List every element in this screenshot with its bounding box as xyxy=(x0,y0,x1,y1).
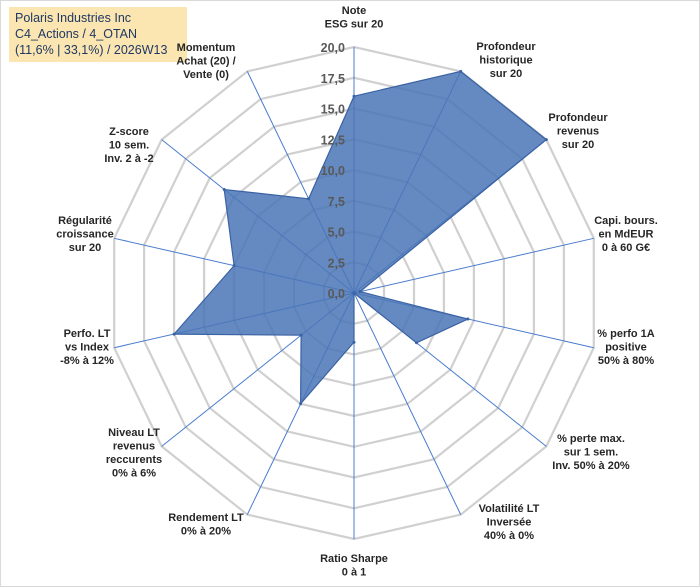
axis-label-line: reccurents xyxy=(106,454,162,466)
chart-title: Polaris Industries Inc xyxy=(15,11,132,25)
axis-label-line: Capi. bours. xyxy=(594,215,658,227)
axis-label-9: Niveau LT revenus reccurents 0% à 6% xyxy=(106,427,162,480)
axis-spoke-3 xyxy=(353,237,594,294)
axis-label-13: Momentum Achat (20) / Vente (0) xyxy=(176,42,235,81)
data-point-4 xyxy=(466,317,470,321)
axis-label-line: Profondeur xyxy=(476,41,536,53)
data-point-1 xyxy=(459,69,463,73)
axis-label-line: Z-score xyxy=(109,126,149,138)
axis-label-line: 40% à 0% xyxy=(484,530,534,542)
data-point-2 xyxy=(544,138,548,142)
axis-label-line: Rendement LT xyxy=(168,512,244,524)
axis-label-line: 0 à 60 G€ xyxy=(602,242,650,254)
axis-label-1: Profondeur historique sur 20 xyxy=(476,41,536,80)
axis-label-line: 0 à 1 xyxy=(342,567,366,579)
chart-category: C4_Actions / 4_OTAN xyxy=(15,27,138,41)
axis-label-6: Volatilité LT Inversée 40% à 0% xyxy=(479,503,540,542)
data-point-11 xyxy=(232,264,236,268)
axis-label-line: sur 20 xyxy=(490,68,522,80)
data-point-6 xyxy=(352,291,356,295)
data-point-10 xyxy=(172,332,176,336)
axis-label-line: sur 20 xyxy=(69,242,101,254)
axis-label-11: Régularité croissance sur 20 xyxy=(56,215,113,254)
data-point-7 xyxy=(352,340,356,344)
axis-spoke-6 xyxy=(353,292,462,515)
axis-label-line: Ratio Sharpe xyxy=(320,553,388,565)
axis-label-line: % perte max. xyxy=(557,433,625,445)
axis-label-line: sur 1 sem. xyxy=(564,447,618,459)
axis-label-line: Vente (0) xyxy=(183,69,229,81)
axis-label-line: Inv. 2 à -2 xyxy=(104,153,153,165)
data-point-8 xyxy=(299,402,303,406)
axis-label-line: Régularité xyxy=(58,215,112,227)
axis-label-line: Achat (20) / xyxy=(176,56,235,68)
axis-label-0: Note ESG sur 20 xyxy=(325,5,384,31)
axis-label-line: Perfo. LT xyxy=(64,328,111,340)
data-point-13 xyxy=(307,197,311,201)
chart-subtitle: (11,6% | 33,1%) / 2026W13 xyxy=(15,43,168,57)
radar-tick-labels: 0,0 2,5 5,0 7,5 10,0 12,5 15,0 17,5 20,0 xyxy=(321,41,345,301)
axis-label-line: Volatilité LT xyxy=(479,503,540,515)
axis-label-line: historique xyxy=(479,55,532,67)
axis-label-2: Profondeur revenus sur 20 xyxy=(548,112,608,151)
data-point-12 xyxy=(222,188,226,191)
axis-label-line: croissance xyxy=(56,229,113,241)
tick-label: 12,5 xyxy=(321,133,345,147)
axis-label-line: 0% à 20% xyxy=(181,526,231,538)
axis-label-line: positive xyxy=(605,342,647,354)
tick-label: 10,0 xyxy=(321,164,345,178)
tick-label: 17,5 xyxy=(321,72,345,86)
axis-label-line: vs Index xyxy=(65,342,110,354)
radar-series xyxy=(172,69,548,406)
axis-label-line: -8% à 12% xyxy=(60,355,114,367)
tick-label: 15,0 xyxy=(321,103,345,117)
axis-label-line: Note xyxy=(342,5,366,17)
chart-title-box: Polaris Industries Inc C4_Actions / 4_OT… xyxy=(9,7,187,62)
axis-label-8: Rendement LT 0% à 20% xyxy=(168,512,244,538)
axis-label-line: 50% à 80% xyxy=(598,355,654,367)
data-point-3 xyxy=(358,290,362,294)
data-point-9 xyxy=(299,333,303,337)
axis-label-line: 0% à 6% xyxy=(112,468,156,480)
tick-label: 5,0 xyxy=(328,226,345,240)
axis-label-line: 10 sem. xyxy=(109,140,149,152)
axis-label-7: Ratio Sharpe 0 à 1 xyxy=(320,553,388,579)
tick-label: 7,5 xyxy=(328,195,345,209)
axis-label-line: Momentum xyxy=(177,42,236,54)
axis-label-10: Perfo. LT vs Index -8% à 12% xyxy=(60,328,114,367)
axis-label-line: Profondeur xyxy=(548,112,608,124)
tick-label: 2,5 xyxy=(328,256,345,270)
axis-label-12: Z-score 10 sem. Inv. 2 à -2 xyxy=(104,126,153,165)
axis-label-line: Niveau LT xyxy=(108,427,160,439)
tick-label: 20,0 xyxy=(321,41,345,55)
axis-label-line: en MdEUR xyxy=(599,229,654,241)
axis-label-5: % perte max. sur 1 sem. Inv. 50% à 20% xyxy=(552,433,630,472)
axis-label-3: Capi. bours. en MdEUR 0 à 60 G€ xyxy=(594,215,658,254)
axis-label-line: revenus xyxy=(557,126,599,138)
data-point-5 xyxy=(415,341,418,345)
axis-label-line: % perfo 1A xyxy=(597,328,655,340)
axis-label-line: sur 20 xyxy=(562,139,594,151)
tick-label: 0,0 xyxy=(328,287,345,301)
axis-label-line: Inversée xyxy=(487,517,532,529)
axis-label-line: Inv. 50% à 20% xyxy=(552,460,630,472)
data-point-0 xyxy=(352,94,356,98)
axis-label-4: % perfo 1A positive 50% à 80% xyxy=(597,328,655,367)
axis-label-line: revenus xyxy=(113,441,155,453)
axis-label-line: ESG sur 20 xyxy=(325,19,384,31)
